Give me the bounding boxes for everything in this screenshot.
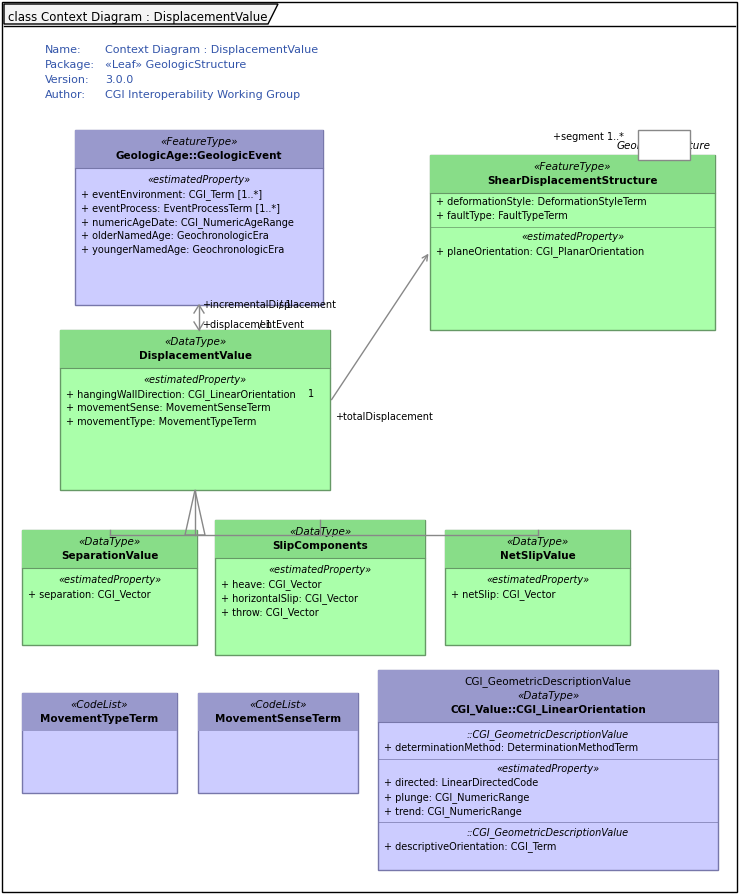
Bar: [215, 520, 425, 558]
Text: «estimatedProperty»: «estimatedProperty»: [486, 575, 589, 585]
Bar: [430, 155, 715, 193]
Text: + numericAgeDate: CGI_NumericAgeRange: + numericAgeDate: CGI_NumericAgeRange: [81, 217, 294, 228]
Text: + throw: CGI_Vector: + throw: CGI_Vector: [221, 607, 319, 618]
Bar: [378, 670, 718, 870]
Text: «DataType»: «DataType»: [289, 527, 351, 537]
Text: GeologicAge::GeologicEvent: GeologicAge::GeologicEvent: [116, 151, 282, 161]
Text: «estimatedProperty»: «estimatedProperty»: [497, 764, 599, 774]
Bar: [22, 530, 197, 568]
Bar: [75, 130, 323, 305]
Text: Version:: Version:: [45, 75, 89, 85]
Bar: [215, 520, 425, 655]
Bar: [60, 330, 330, 490]
Text: +segment 1..*: +segment 1..*: [553, 132, 624, 142]
Text: + descriptiveOrientation: CGI_Term: + descriptiveOrientation: CGI_Term: [384, 841, 556, 852]
Text: MovementTypeTerm: MovementTypeTerm: [41, 714, 159, 724]
Text: MovementSenseTerm: MovementSenseTerm: [215, 714, 341, 724]
Text: «estimatedProperty»: «estimatedProperty»: [143, 375, 247, 385]
Text: + determinationMethod: DeterminationMethodTerm: + determinationMethod: DeterminationMeth…: [384, 743, 638, 753]
Text: + eventProcess: EventProcessTerm [1..*]: + eventProcess: EventProcessTerm [1..*]: [81, 203, 280, 213]
Text: «DataType»: «DataType»: [78, 537, 140, 547]
Polygon shape: [4, 4, 278, 24]
Text: «CodeList»: «CodeList»: [249, 700, 307, 710]
Text: CGI_GeometricDescriptionValue: CGI_GeometricDescriptionValue: [465, 677, 631, 687]
Text: ShearDisplacementStructure: ShearDisplacementStructure: [487, 176, 658, 186]
Bar: [445, 530, 630, 645]
Text: + movementType: MovementTypeTerm: + movementType: MovementTypeTerm: [66, 417, 256, 427]
Text: SlipComponents: SlipComponents: [272, 541, 368, 551]
Text: + olderNamedAge: GeochronologicEra: + olderNamedAge: GeochronologicEra: [81, 231, 269, 241]
Text: «estimatedProperty»: «estimatedProperty»: [148, 175, 251, 185]
Text: «DataType»: «DataType»: [517, 691, 579, 701]
Text: + trend: CGI_NumericRange: + trend: CGI_NumericRange: [384, 806, 522, 817]
Text: CGI Interoperability Working Group: CGI Interoperability Working Group: [105, 90, 300, 100]
Text: + horizontalSlip: CGI_Vector: + horizontalSlip: CGI_Vector: [221, 593, 358, 604]
Text: «CodeList»: «CodeList»: [71, 700, 129, 710]
Text: + plunge: CGI_NumericRange: + plunge: CGI_NumericRange: [384, 792, 529, 803]
Text: DisplacementValue: DisplacementValue: [138, 351, 251, 361]
Bar: [638, 130, 690, 160]
Text: «DataType»: «DataType»: [506, 537, 568, 547]
Text: CGI_Value::CGI_LinearOrientation: CGI_Value::CGI_LinearOrientation: [450, 704, 646, 715]
Text: «estimatedProperty»: «estimatedProperty»: [521, 232, 624, 242]
Text: Author:: Author:: [45, 90, 86, 100]
Bar: [378, 670, 718, 722]
Bar: [198, 693, 358, 731]
Text: + heave: CGI_Vector: + heave: CGI_Vector: [221, 579, 321, 590]
Text: «estimatedProperty»: «estimatedProperty»: [58, 575, 161, 585]
Text: GeologicStructure: GeologicStructure: [617, 141, 711, 151]
Bar: [430, 155, 715, 330]
Text: «FeatureType»: «FeatureType»: [160, 137, 238, 147]
Text: SeparationValue: SeparationValue: [61, 551, 158, 561]
Text: +displacementEvent: +displacementEvent: [202, 320, 304, 330]
Text: Name:: Name:: [45, 45, 81, 55]
Text: «FeatureType»: «FeatureType»: [534, 162, 611, 172]
Text: «Leaf» GeologicStructure: «Leaf» GeologicStructure: [105, 60, 246, 70]
Text: + separation: CGI_Vector: + separation: CGI_Vector: [28, 589, 151, 600]
Text: Package:: Package:: [45, 60, 95, 70]
Text: ::CGI_GeometricDescriptionValue: ::CGI_GeometricDescriptionValue: [467, 729, 629, 740]
Text: class Context Diagram : DisplacementValue: class Context Diagram : DisplacementValu…: [8, 11, 268, 23]
Text: ::CGI_GeometricDescriptionValue: ::CGI_GeometricDescriptionValue: [467, 827, 629, 838]
Text: + movementSense: MovementSenseTerm: + movementSense: MovementSenseTerm: [66, 403, 270, 413]
Text: + eventEnvironment: CGI_Term [1..*]: + eventEnvironment: CGI_Term [1..*]: [81, 189, 262, 200]
Text: + hangingWallDirection: CGI_LinearOrientation: + hangingWallDirection: CGI_LinearOrient…: [66, 389, 296, 400]
Bar: [22, 693, 177, 731]
Text: + planeOrientation: CGI_PlanarOrientation: + planeOrientation: CGI_PlanarOrientatio…: [436, 246, 644, 257]
Text: / 1: / 1: [279, 300, 291, 310]
Bar: [445, 530, 630, 568]
Text: Context Diagram : DisplacementValue: Context Diagram : DisplacementValue: [105, 45, 318, 55]
Text: «DataType»: «DataType»: [164, 337, 226, 347]
Text: 1: 1: [308, 389, 314, 399]
Bar: [60, 330, 330, 368]
Text: + directed: LinearDirectedCode: + directed: LinearDirectedCode: [384, 778, 538, 788]
Text: NetSlipValue: NetSlipValue: [500, 551, 576, 561]
Text: + youngerNamedAge: GeochronologicEra: + youngerNamedAge: GeochronologicEra: [81, 245, 285, 255]
Text: «estimatedProperty»: «estimatedProperty»: [268, 565, 372, 575]
Text: +totalDisplacement: +totalDisplacement: [335, 412, 433, 422]
Text: + deformationStyle: DeformationStyleTerm: + deformationStyle: DeformationStyleTerm: [436, 197, 647, 207]
Text: + faultType: FaultTypeTerm: + faultType: FaultTypeTerm: [436, 211, 568, 221]
Bar: [75, 130, 323, 168]
Text: +incrementalDisplacement: +incrementalDisplacement: [202, 300, 336, 310]
Bar: [198, 693, 358, 793]
Text: 3.0.0: 3.0.0: [105, 75, 133, 85]
Text: + netSlip: CGI_Vector: + netSlip: CGI_Vector: [451, 589, 556, 600]
Bar: [22, 530, 197, 645]
Bar: [22, 693, 177, 793]
Text: / 1: / 1: [259, 320, 271, 330]
